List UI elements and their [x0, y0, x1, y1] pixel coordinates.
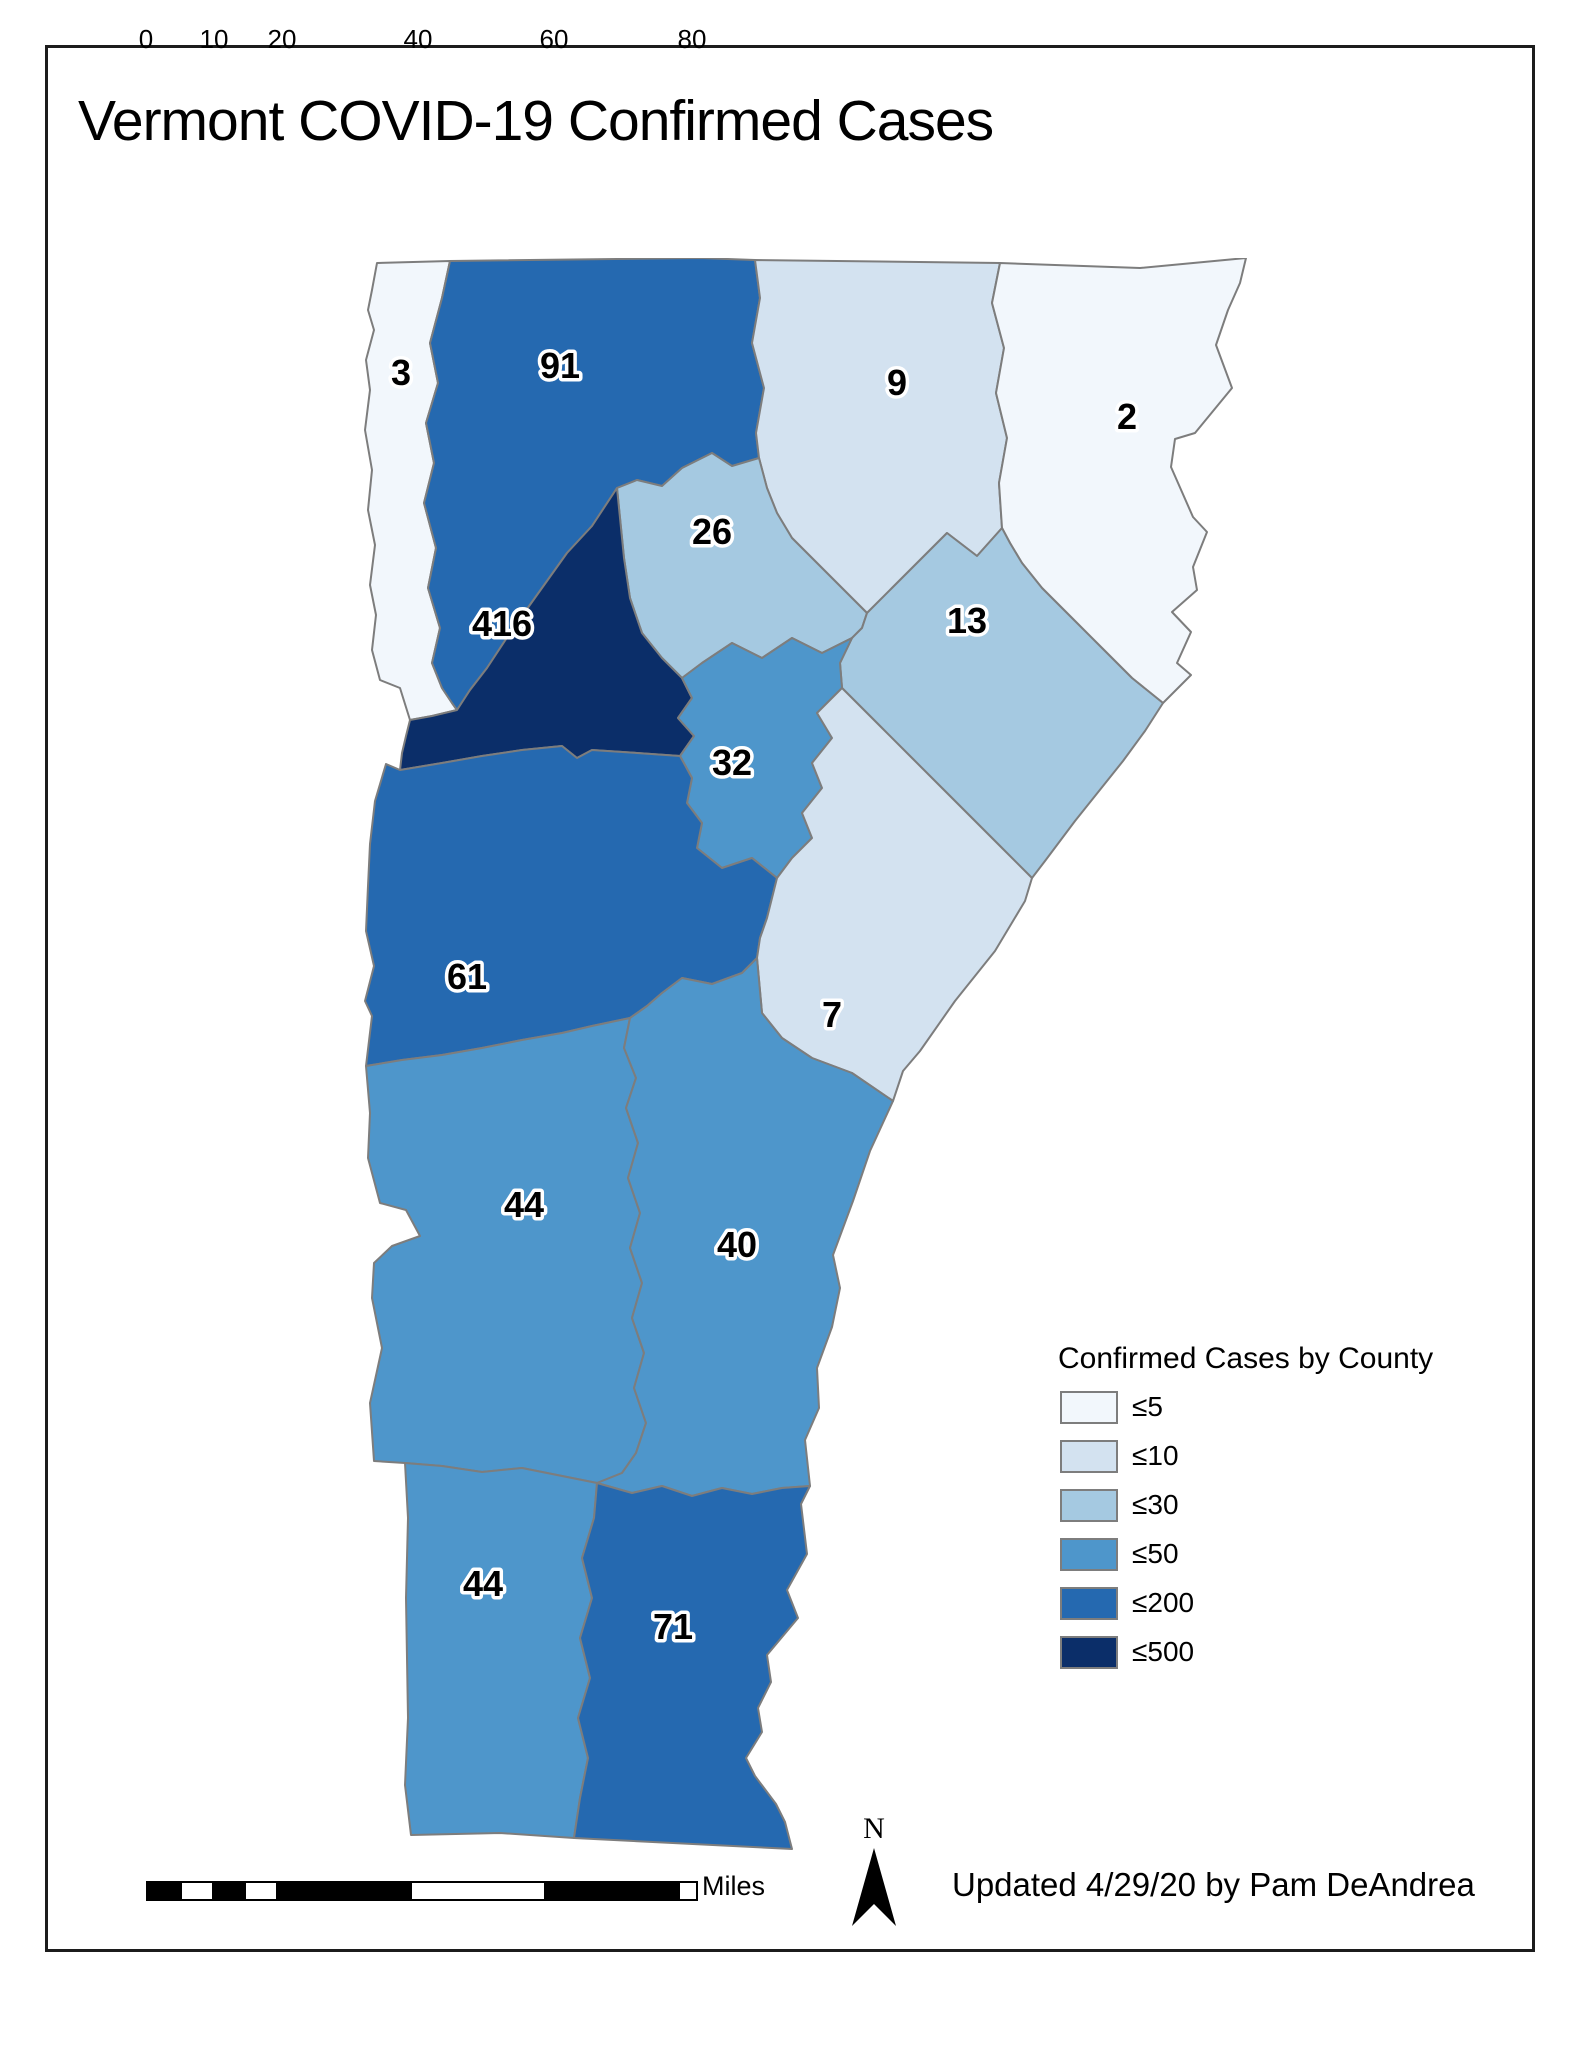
county-cases-label-orleans: 9 [887, 362, 907, 403]
legend-item: ≤30 [1058, 1486, 1433, 1535]
county-cases-label-lamoille: 26 [692, 511, 732, 552]
north-arrow-n-label: N [863, 1812, 885, 1845]
county-cases-label-addison: 61 [447, 956, 487, 997]
legend-label: ≤10 [1132, 1440, 1179, 1471]
north-arrow-icon [852, 1848, 896, 1926]
scale-bar-segment [244, 1883, 278, 1899]
legend-swatch-le200 [1060, 1587, 1118, 1620]
scale-unit-label: Miles [702, 1871, 766, 1901]
scale-tick-label: 10 [199, 24, 229, 54]
county-cases-label-orange: 7 [822, 994, 842, 1035]
county-cases-label-franklin: 91 [540, 345, 580, 386]
map-frame-border [45, 45, 1535, 1952]
scale-bar-segment [180, 1883, 214, 1899]
legend-label: ≤200 [1132, 1587, 1195, 1618]
map-legend: Confirmed Cases by County ≤5 ≤10 ≤30 ≤50… [1058, 1342, 1433, 1682]
legend-title: Confirmed Cases by County [1058, 1342, 1434, 1375]
legend-label: ≤30 [1132, 1489, 1179, 1520]
county-cases-label-bennington: 44 [463, 1563, 503, 1604]
county-cases-label-caledonia: 13 [947, 600, 987, 641]
scale-bar-segment [410, 1883, 546, 1899]
scale-bar-segment [212, 1883, 246, 1899]
legend-item: ≤200 [1058, 1584, 1433, 1633]
page-title: Vermont COVID-19 Confirmed Cases [78, 89, 994, 153]
county-rutland [365, 1017, 647, 1484]
legend-item: ≤50 [1058, 1535, 1433, 1584]
credit-text: Updated 4/29/20 by Pam DeAndrea [952, 1866, 1475, 1903]
scale-tick-label: 20 [267, 24, 297, 54]
county-windham [573, 1482, 811, 1850]
county-cases-label-grand-isle: 3 [391, 352, 411, 393]
county-essex [991, 258, 1247, 704]
legend-swatch-le50 [1060, 1538, 1118, 1571]
north-arrow: N [849, 1814, 899, 1928]
legend-swatch-le10 [1060, 1440, 1118, 1473]
scale-tick-label: 40 [403, 24, 433, 54]
legend-swatch-le30 [1060, 1489, 1118, 1522]
legend-item: ≤500 [1058, 1633, 1433, 1682]
scale-tick-label: 0 [138, 24, 154, 54]
legend-swatch-le5 [1060, 1391, 1118, 1424]
scale-tick-label: 80 [677, 24, 707, 54]
legend-label: ≤5 [1132, 1391, 1163, 1422]
scale-bar-segment [148, 1883, 182, 1899]
county-cases-label-windsor: 40 [717, 1224, 757, 1265]
county-cases-label-rutland: 44 [504, 1184, 544, 1225]
scale-tick-label: 60 [539, 24, 569, 54]
scale-bar [146, 1881, 698, 1901]
county-cases-label-washington: 32 [712, 742, 752, 783]
county-cases-label-essex: 2 [1117, 396, 1137, 437]
legend-label: ≤50 [1132, 1538, 1179, 1569]
legend-item: ≤5 [1058, 1388, 1433, 1437]
legend-item: ≤10 [1058, 1437, 1433, 1486]
legend-label: ≤500 [1132, 1636, 1195, 1667]
county-cases-label-windham: 71 [653, 1606, 693, 1647]
vermont-choropleth-map: 3 91 9 2 26 13 416 32 61 7 44 40 44 71 [364, 258, 1247, 1850]
scale-bar-segment [276, 1883, 412, 1899]
scale-bar-segment [544, 1883, 680, 1899]
county-cases-label-chittenden: 416 [472, 603, 532, 644]
county-bennington [404, 1462, 598, 1839]
legend-swatch-le500 [1060, 1636, 1118, 1669]
